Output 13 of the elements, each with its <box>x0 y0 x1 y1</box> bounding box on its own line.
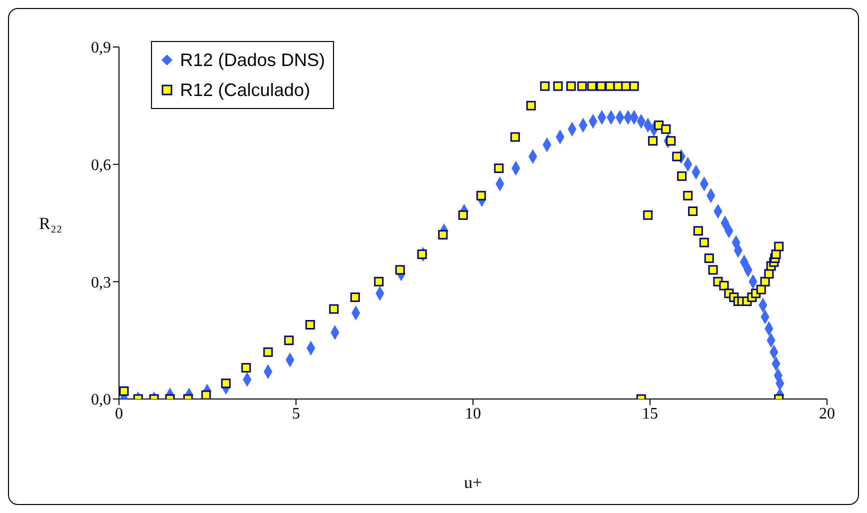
y-tick-label: 0,9 <box>91 40 111 57</box>
x-tick-label: 0 <box>115 405 123 422</box>
x-tick-label: 10 <box>465 405 481 422</box>
x-tick-label: 5 <box>292 405 300 422</box>
x-tick-label: 20 <box>819 405 835 422</box>
y-axis-title: R₂₂ <box>39 214 62 234</box>
x-axis-title: u+ <box>464 473 482 492</box>
y-tick-label: 0,6 <box>91 157 111 174</box>
x-tick-label: 15 <box>642 405 658 422</box>
y-tick-label: 0,3 <box>91 274 111 292</box>
y-tick-label: 0,0 <box>91 392 111 409</box>
legend-label: R12 (Dados DNS) <box>180 49 326 72</box>
legend-label: R12 (Calculado) <box>180 79 310 102</box>
